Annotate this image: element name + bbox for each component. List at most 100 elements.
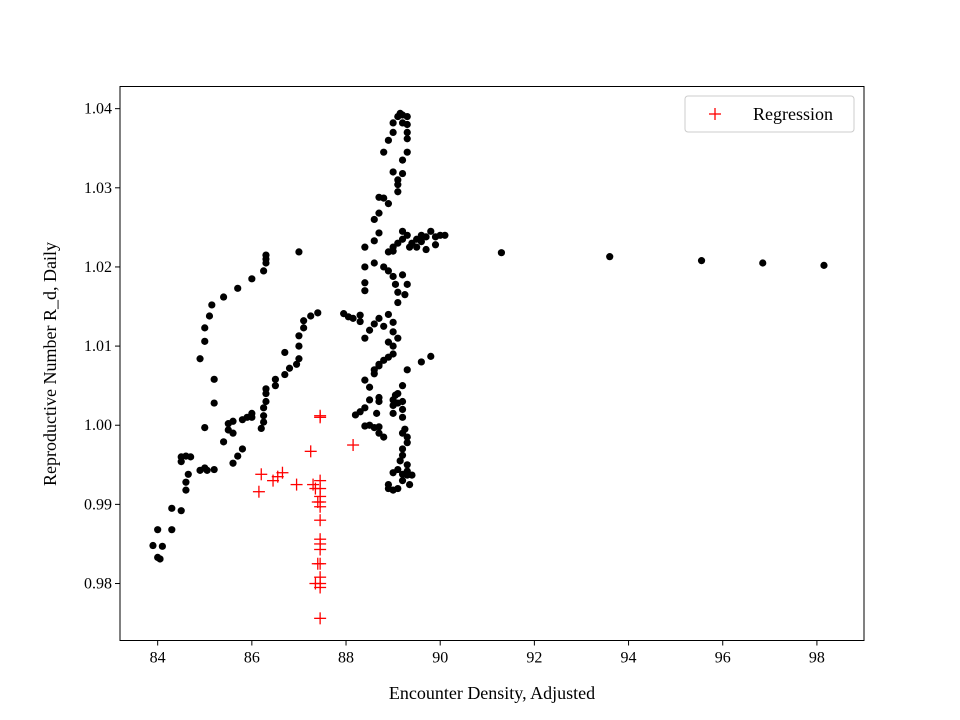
data-point	[403, 280, 411, 288]
data-point	[307, 312, 315, 320]
data-point	[384, 200, 393, 208]
data-point	[370, 259, 378, 267]
data-point	[380, 194, 388, 202]
data-point	[697, 257, 706, 265]
data-point	[403, 461, 411, 469]
data-point	[260, 267, 268, 275]
data-point	[398, 156, 407, 164]
data-point	[356, 408, 364, 416]
x-axis-label: Encounter Density, Adjusted	[389, 683, 595, 703]
data-point	[389, 168, 397, 176]
data-point	[403, 135, 411, 143]
y-tick-label: 1.01	[84, 338, 112, 355]
data-point	[219, 438, 228, 446]
regression-point	[252, 485, 265, 498]
data-point	[361, 376, 369, 384]
data-point	[398, 271, 407, 279]
y-tick-label: 1.02	[84, 259, 112, 276]
data-point	[361, 334, 369, 342]
data-point	[314, 309, 322, 317]
data-point	[427, 227, 435, 235]
data-point	[431, 241, 440, 249]
data-point	[384, 136, 393, 144]
data-point	[260, 418, 268, 426]
data-point	[271, 382, 279, 390]
data-point	[389, 350, 397, 358]
data-point	[177, 458, 185, 466]
data-point	[262, 397, 270, 406]
data-point	[361, 263, 369, 271]
x-tick-label: 96	[715, 650, 731, 667]
regression-point	[290, 478, 303, 491]
x-tick-label: 84	[150, 650, 166, 667]
data-point	[398, 227, 407, 235]
data-point	[396, 457, 404, 465]
data-point	[380, 263, 388, 271]
y-axis-label: Reproductive Number R_d, Daily	[40, 242, 60, 486]
regression-point	[304, 445, 317, 458]
data-point	[373, 409, 381, 417]
data-point	[403, 366, 411, 374]
data-point	[403, 112, 411, 121]
data-point	[149, 541, 157, 550]
data-point	[820, 261, 828, 269]
data-point	[370, 237, 378, 245]
y-tick-label: 1.04	[84, 101, 112, 118]
data-point	[375, 229, 383, 237]
data-point	[398, 235, 407, 243]
data-point	[187, 453, 195, 461]
data-point	[370, 215, 378, 224]
data-point	[422, 245, 430, 254]
data-point	[396, 109, 404, 118]
data-point	[205, 312, 214, 320]
data-point	[260, 404, 268, 412]
data-point	[389, 119, 397, 127]
data-point	[229, 429, 237, 437]
data-point	[234, 452, 242, 460]
data-point	[403, 439, 411, 447]
data-point	[349, 314, 357, 322]
data-point	[394, 389, 402, 398]
data-point	[210, 399, 218, 407]
data-point	[398, 477, 407, 485]
data-point	[380, 322, 388, 330]
data-point	[375, 209, 383, 217]
regression-point	[311, 496, 324, 508]
data-point	[394, 334, 402, 342]
data-point	[201, 424, 209, 432]
data-point	[285, 364, 294, 372]
data-point	[398, 413, 407, 421]
data-point	[182, 486, 190, 494]
data-point	[168, 504, 176, 512]
data-point	[403, 231, 411, 239]
regression-point	[309, 482, 322, 495]
data-point	[156, 555, 164, 563]
data-point	[398, 397, 407, 406]
data-point	[398, 451, 407, 459]
y-tick-label: 1.00	[84, 417, 112, 434]
data-point	[260, 412, 268, 420]
data-point	[380, 148, 388, 156]
data-point	[375, 362, 383, 370]
data-point	[375, 429, 383, 437]
data-point	[380, 433, 388, 441]
data-point	[229, 459, 237, 467]
data-point	[497, 249, 506, 257]
data-point	[375, 314, 383, 322]
data-point	[248, 275, 256, 283]
data-point	[300, 317, 308, 325]
data-point	[403, 433, 411, 441]
data-point	[394, 176, 402, 184]
x-tick-label: 98	[809, 650, 825, 667]
data-point	[210, 375, 218, 383]
data-point	[403, 120, 411, 129]
data-point	[201, 324, 209, 332]
data-point	[361, 279, 369, 287]
data-point	[401, 291, 409, 299]
regression-point	[314, 612, 327, 625]
x-tick-label: 88	[338, 650, 354, 667]
data-point	[384, 248, 393, 256]
data-point	[210, 465, 218, 474]
data-point	[417, 358, 425, 366]
